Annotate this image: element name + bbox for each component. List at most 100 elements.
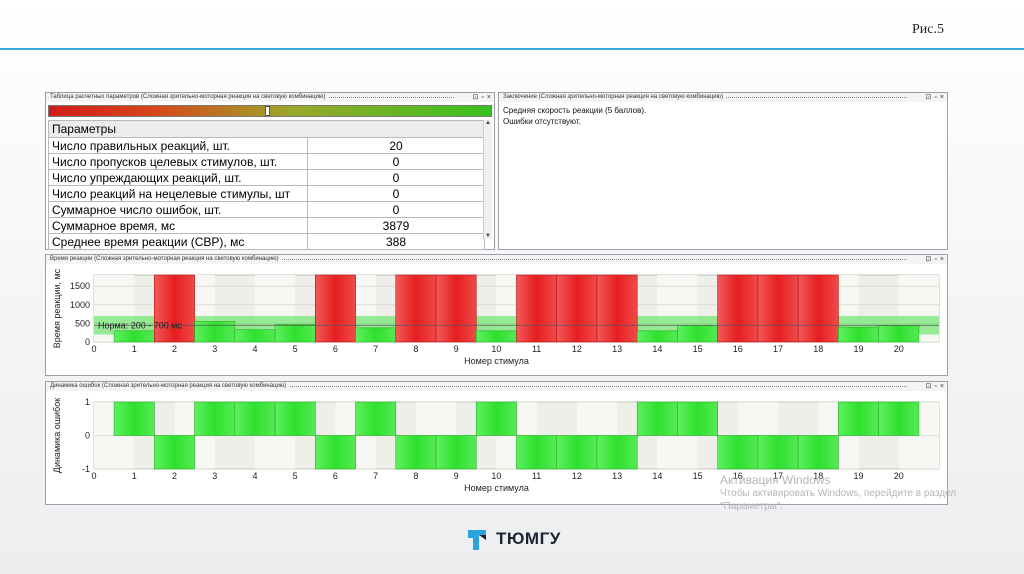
x-tick-label: 4 <box>252 471 257 481</box>
restore-icon[interactable]: ▫ <box>934 256 937 263</box>
restore-icon[interactable]: ▫ <box>481 94 484 101</box>
reaction-time-panel: Время реакции (Сложная зрительно-моторна… <box>45 254 948 376</box>
y-tick-label: 500 <box>75 318 90 328</box>
x-tick-label: 16 <box>733 344 743 354</box>
bar <box>475 401 517 436</box>
table-row[interactable]: Число реакций на нецелевые стимулы, шт 0 <box>48 185 485 202</box>
conclusion-text: Средняя скорость реакции (5 баллов). Оши… <box>503 105 646 127</box>
bar <box>395 274 437 343</box>
x-tick-label: 10 <box>491 344 501 354</box>
bar <box>596 274 638 343</box>
y-tick-label: -1 <box>82 464 90 474</box>
x-tick-label: 14 <box>652 344 662 354</box>
row-value: 0 <box>307 153 485 170</box>
pin-icon[interactable]: ⊡ <box>925 94 932 101</box>
scroll-down-icon[interactable]: ▼ <box>485 233 491 239</box>
bar <box>878 325 920 343</box>
x-tick-label: 16 <box>733 471 743 481</box>
row-value: 0 <box>307 201 485 218</box>
x-tick-label: 19 <box>854 344 864 354</box>
params-scrollbar[interactable]: ▲ ▼ <box>483 120 492 239</box>
scroll-up-icon[interactable]: ▲ <box>485 120 491 126</box>
windows-activation-watermark: Активация Windows Чтобы активировать Win… <box>720 474 956 513</box>
y-tick-label: 1 <box>85 397 90 407</box>
bar <box>797 274 839 343</box>
x-tick-label: 8 <box>413 471 418 481</box>
watermark-line: "Параметры". <box>720 501 784 512</box>
logo-text: ТЮМГУ <box>496 529 561 548</box>
bar <box>194 401 236 436</box>
x-tick-label: 17 <box>773 471 783 481</box>
table-row[interactable]: Число правильных реакций, шт. 20 <box>48 137 485 154</box>
bar <box>757 435 799 470</box>
pin-icon[interactable]: ⊡ <box>472 94 479 101</box>
params-panel-titlebar: Таблица расчетных параметров (Сложная зр… <box>46 93 494 102</box>
pin-icon[interactable]: ⊡ <box>925 256 932 263</box>
close-icon[interactable]: × <box>939 94 944 101</box>
bar <box>435 274 477 343</box>
error-dynamics-titlebar: Динамика ошибок (Сложная зрительно-мотор… <box>46 382 947 391</box>
bar <box>475 330 517 343</box>
x-tick-label: 19 <box>854 471 864 481</box>
conclusion-panel-titlebar: Заключение (Сложная зрительно-моторная р… <box>499 93 947 102</box>
table-row[interactable]: Суммарное время, мс 3879 <box>48 217 485 234</box>
pin-icon[interactable]: ⊡ <box>925 383 932 390</box>
header-divider <box>0 48 1024 50</box>
bar <box>234 401 276 436</box>
bar <box>596 435 638 470</box>
x-tick-label: 12 <box>572 344 582 354</box>
restore-icon[interactable]: ▫ <box>934 383 937 390</box>
error-dynamics-title: Динамика ошибок (Сложная зрительно-мотор… <box>46 382 290 391</box>
rating-slider-thumb[interactable] <box>264 106 270 116</box>
params-panel: Таблица расчетных параметров (Сложная зр… <box>45 92 495 250</box>
bar <box>395 435 437 470</box>
row-value: 20 <box>307 137 485 154</box>
bar <box>274 324 316 343</box>
bar <box>154 435 195 470</box>
table-row[interactable]: Суммарное число ошибок, шт. 0 <box>48 201 485 218</box>
bar <box>315 274 356 343</box>
x-tick-label: 1 <box>132 344 137 354</box>
x-tick-label: 12 <box>572 471 582 481</box>
bar <box>315 435 356 470</box>
bar <box>113 330 155 343</box>
row-label: Число пропусков целевых стимулов, шт. <box>48 153 308 170</box>
x-axis-label: Номер стимула <box>464 483 529 493</box>
x-tick-label: 2 <box>172 344 177 354</box>
y-axis-label: Динамика ошибок <box>52 398 62 473</box>
row-label: Среднее время реакции (СВР), мс <box>48 233 308 250</box>
close-icon[interactable]: × <box>939 256 944 263</box>
error-dynamics-panel: Динамика ошибок (Сложная зрительно-мотор… <box>45 381 948 505</box>
params-header: Параметры <box>48 120 485 138</box>
x-tick-label: 7 <box>373 344 378 354</box>
reaction-time-titlebar: Время реакции (Сложная зрительно-моторна… <box>46 255 947 264</box>
watermark-line: Активация Windows <box>720 473 831 487</box>
close-icon[interactable]: × <box>939 383 944 390</box>
x-tick-label: 18 <box>813 471 823 481</box>
bar <box>677 324 718 343</box>
bar <box>717 274 759 343</box>
x-tick-label: 0 <box>91 344 96 354</box>
table-row[interactable]: Число упреждающих реакций, шт. 0 <box>48 169 485 186</box>
table-row[interactable]: Среднее время реакции (СВР), мс 388 <box>48 233 485 250</box>
x-tick-label: 9 <box>454 344 459 354</box>
figure-label: Рис.5 <box>912 22 944 37</box>
reaction-time-title: Время реакции (Сложная зрительно-моторна… <box>46 255 282 264</box>
bar <box>516 274 558 343</box>
x-tick-label: 15 <box>693 471 703 481</box>
bar <box>838 401 879 436</box>
x-tick-label: 18 <box>813 344 823 354</box>
x-tick-label: 17 <box>773 344 783 354</box>
close-icon[interactable]: × <box>486 94 491 101</box>
conclusion-line: Ошибки отсутствуют. <box>503 117 581 126</box>
x-tick-label: 20 <box>894 471 904 481</box>
table-row[interactable]: Число пропусков целевых стимулов, шт. 0 <box>48 153 485 170</box>
bar <box>677 401 718 436</box>
tyumgu-logo: ТЮМГУ <box>466 526 561 552</box>
restore-icon[interactable]: ▫ <box>934 94 937 101</box>
row-label: Число правильных реакций, шт. <box>48 137 308 154</box>
bar <box>154 274 195 343</box>
x-tick-label: 11 <box>532 344 541 354</box>
y-axis-label: Время реакции, мс <box>52 268 62 348</box>
